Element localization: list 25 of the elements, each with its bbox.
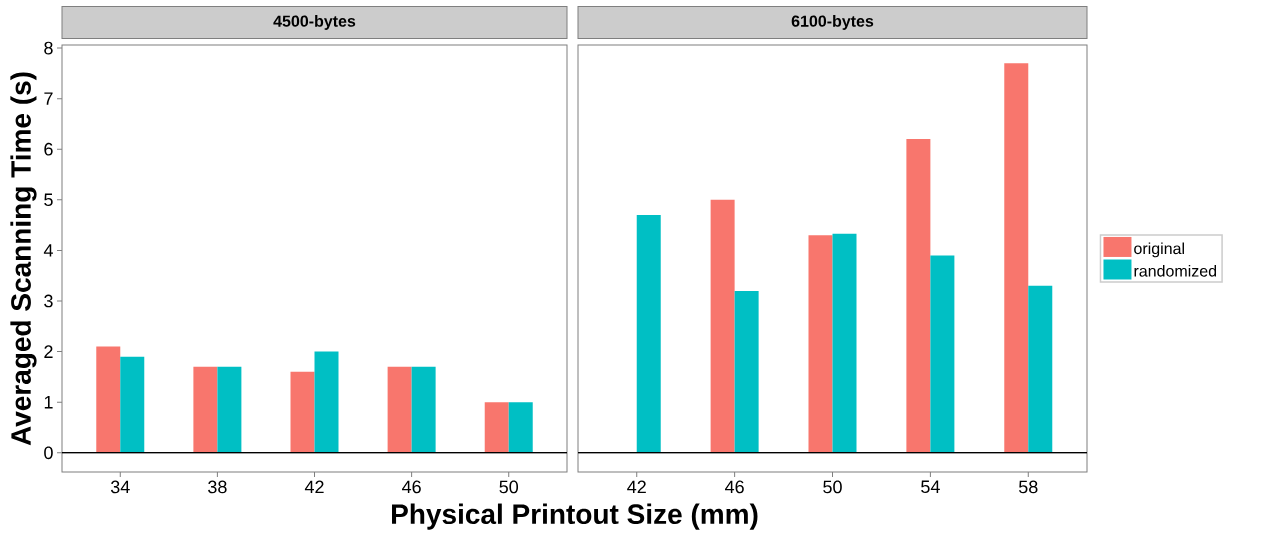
y-tick-label: 3 (44, 294, 53, 308)
y-tick-label: 6 (44, 142, 53, 156)
legend-label: original (1134, 242, 1184, 258)
y-tick-label: 1 (44, 395, 53, 409)
y-tick-label: 5 (44, 193, 53, 207)
x-tick-label: 42 (304, 480, 324, 494)
y-tick-label: 2 (44, 345, 53, 358)
legend-label: randomized (1134, 264, 1217, 277)
x-tick-label: 54 (921, 480, 940, 494)
x-tick-label: 38 (208, 480, 227, 494)
x-tick-label: 46 (725, 480, 744, 494)
chart-title: 6100-bytes (791, 15, 874, 30)
x-tick-label: 50 (823, 480, 842, 494)
y-axis-title: Averaged Scanning Time (s) (10, 72, 37, 446)
x-tick-label: 50 (499, 480, 519, 494)
x-tick-label: 46 (402, 480, 421, 494)
y-tick-label: 7 (44, 92, 53, 105)
x-axis-title: Physical Printout Size (mm) (392, 503, 758, 530)
x-tick-label: 42 (627, 480, 646, 494)
chart-title: 4500-bytes (273, 15, 356, 30)
y-tick-label: 8 (44, 41, 53, 55)
y-tick-label: 0 (44, 446, 53, 460)
x-tick-label: 58 (1018, 480, 1038, 494)
y-tick-label: 4 (43, 244, 53, 257)
x-tick-label: 34 (110, 480, 130, 494)
